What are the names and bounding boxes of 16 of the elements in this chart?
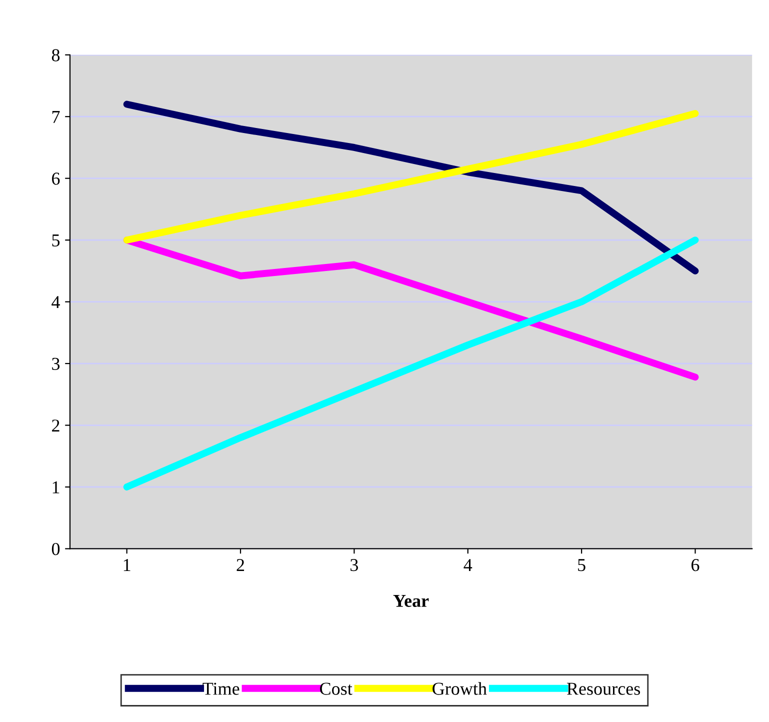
x-tick-label: 5 — [578, 559, 586, 572]
y-tick-label: 2 — [52, 420, 60, 432]
y-tick-label: 8 — [52, 49, 60, 62]
y-tick-label: 3 — [52, 358, 60, 370]
y-tick-label: 1 — [52, 481, 60, 494]
y-tick-label: 4 — [52, 296, 60, 308]
x-tick-label: 1 — [124, 559, 130, 571]
x-tick-label: 2 — [236, 559, 244, 571]
x-tick-label: 4 — [464, 559, 472, 571]
x-axis-title: Year — [393, 594, 429, 607]
y-tick-label: 5 — [52, 234, 60, 247]
y-tick-label: 0 — [52, 542, 60, 556]
x-tick-label: 6 — [692, 559, 700, 572]
x-tick-label: 3 — [350, 559, 358, 572]
y-tick-label: 6 — [52, 172, 60, 185]
y-tick-label: 7 — [52, 111, 60, 123]
